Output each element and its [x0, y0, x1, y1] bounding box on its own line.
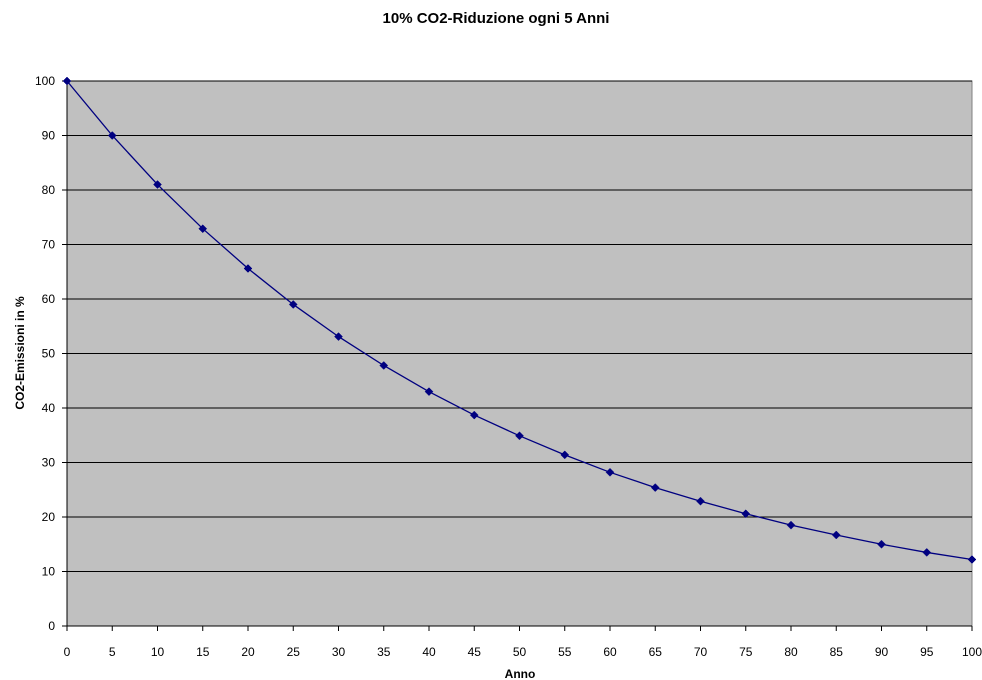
y-tick-label: 20 [42, 510, 56, 524]
x-tick-label: 35 [377, 645, 391, 659]
x-tick-label: 60 [603, 645, 617, 659]
data-point-marker [786, 520, 796, 530]
y-tick-label: 30 [42, 456, 56, 470]
data-point-marker [424, 387, 434, 397]
x-tick-label: 15 [196, 645, 210, 659]
x-tick-label: 30 [332, 645, 346, 659]
data-point-marker [696, 496, 705, 506]
data-point-marker [62, 76, 72, 86]
y-axis-label: CO2-Emissioni in % [13, 296, 27, 410]
y-tick-label: 70 [42, 238, 56, 252]
x-tick-label: 5 [109, 645, 116, 659]
x-tick-label: 10 [151, 645, 165, 659]
x-tick-label: 25 [287, 645, 301, 659]
x-tick-label: 80 [784, 645, 798, 659]
data-point-marker [153, 180, 162, 189]
x-tick-label: 90 [875, 645, 889, 659]
data-point-marker [967, 555, 977, 564]
data-point-marker [877, 539, 886, 549]
x-tick-label: 0 [64, 645, 71, 659]
x-tick-label: 45 [468, 645, 482, 659]
x-tick-label: 20 [241, 645, 255, 659]
data-point-marker [198, 224, 208, 234]
x-tick-label: 95 [920, 645, 934, 659]
data-point-marker [650, 483, 660, 492]
data-point-marker [515, 431, 524, 441]
chart-title: 10% CO2-Riduzione ogni 5 Anni [383, 10, 610, 27]
x-tick-label: 55 [558, 645, 572, 659]
y-tick-label: 90 [42, 129, 56, 143]
data-point-marker [831, 530, 841, 540]
data-point-marker [379, 361, 389, 370]
y-tick-label: 50 [42, 347, 56, 361]
x-axis-label: Anno [505, 667, 536, 680]
data-point-marker [605, 467, 615, 477]
x-tick-label: 75 [739, 645, 753, 659]
x-tick-label: 50 [513, 645, 527, 659]
data-point-marker [288, 300, 298, 309]
data-point-marker [741, 509, 751, 519]
data-point-marker [107, 131, 117, 140]
data-point-marker [334, 332, 343, 341]
y-tick-label: 60 [42, 292, 56, 306]
y-tick-label: 100 [35, 74, 55, 88]
y-tick-label: 80 [42, 183, 56, 197]
x-tick-label: 70 [694, 645, 708, 659]
data-point-marker [243, 264, 253, 273]
data-point-marker [922, 548, 932, 557]
y-tick-label: 0 [48, 619, 55, 633]
y-tick-label: 10 [42, 565, 56, 579]
y-tick-label: 40 [42, 401, 56, 415]
x-tick-label: 100 [962, 645, 982, 659]
data-point-marker [560, 450, 570, 460]
x-tick-label: 85 [830, 645, 844, 659]
x-tick-label: 65 [649, 645, 663, 659]
data-point-marker [469, 410, 479, 420]
x-tick-label: 40 [422, 645, 436, 659]
